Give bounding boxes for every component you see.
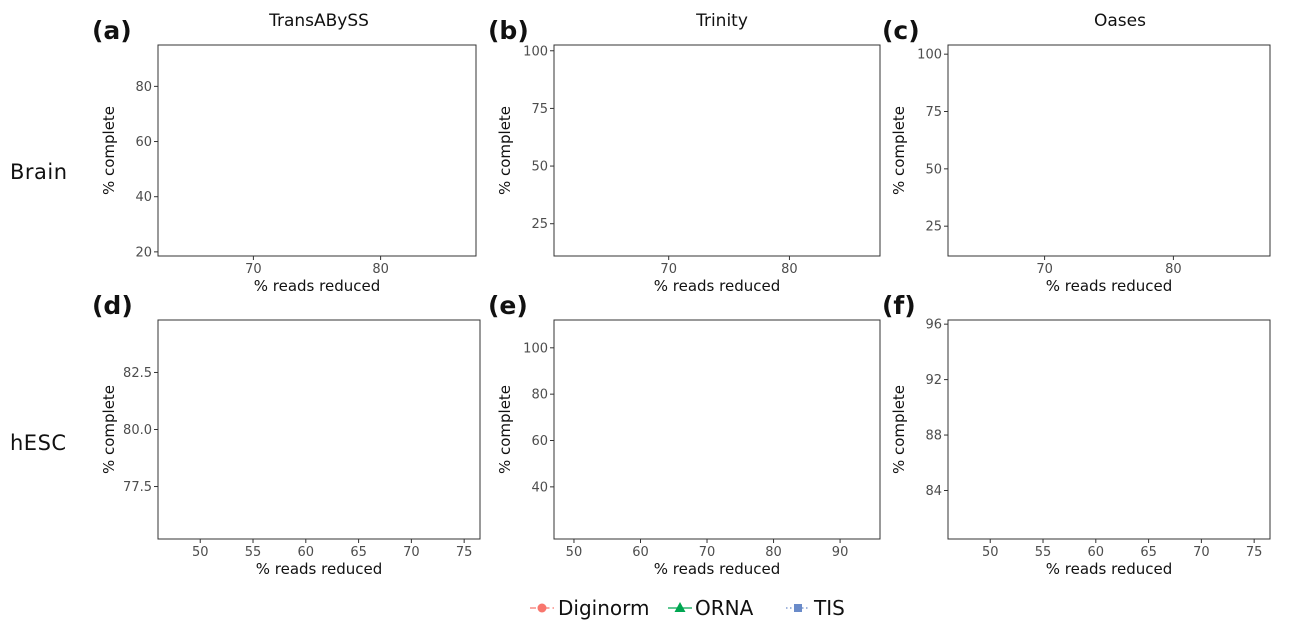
y-axis-title: % complete <box>890 385 908 474</box>
x-tick-label: 65 <box>1140 545 1157 560</box>
plot-frame <box>157 44 477 257</box>
legend-label-orna: ORNA <box>695 596 754 620</box>
y-axis-title: % complete <box>496 385 514 474</box>
x-tick-label: 70 <box>1036 262 1053 277</box>
x-axis-title: % reads reduced <box>654 277 780 295</box>
column-title-oases: Oases <box>1094 11 1146 31</box>
y-tick-label: 60 <box>531 434 548 449</box>
x-tick-label: 60 <box>1088 545 1105 560</box>
panel-tag: (a) <box>92 16 132 45</box>
y-tick-label: 75 <box>925 105 942 120</box>
x-axis-title: % reads reduced <box>654 560 780 578</box>
y-tick-label: 80 <box>531 388 548 403</box>
x-tick-label: 75 <box>1246 545 1263 560</box>
y-tick-label: 60 <box>135 135 152 150</box>
y-tick-label: 100 <box>523 44 548 59</box>
y-tick-label: 40 <box>531 480 548 495</box>
legend-item-orna: ORNA <box>668 596 754 620</box>
y-tick-label: 40 <box>135 190 152 205</box>
y-tick-label: 50 <box>925 162 942 177</box>
y-tick-label: 25 <box>531 217 548 232</box>
y-axis-title: % complete <box>496 106 514 195</box>
panel-e: 50 60 70 80 90 40 60 80 100 % reads reduced % comp… <box>488 291 881 578</box>
x-tick-label: 80 <box>372 262 389 277</box>
x-tick-label: 90 <box>832 545 849 560</box>
panel-b: 70 80 25 50 75 100 % reads reduced % complete (b… <box>488 16 881 295</box>
legend: Diginorm ORNA TIS <box>530 596 845 620</box>
panel-tag: (d) <box>92 291 133 320</box>
panel-c: 70 80 25 50 75 100 % reads reduced % complete (c… <box>882 16 1271 295</box>
y-tick-label: 77.5 <box>123 480 152 495</box>
legend-marker-diginorm <box>537 603 547 613</box>
y-tick-label: 80 <box>135 80 152 95</box>
x-tick-label: 55 <box>245 545 262 560</box>
x-axis-title: % reads reduced <box>1046 277 1172 295</box>
panel-tag: (c) <box>882 16 920 45</box>
y-tick-label: 92 <box>925 373 942 388</box>
x-tick-label: 50 <box>192 545 209 560</box>
x-axis-title: % reads reduced <box>1046 560 1172 578</box>
y-axis-title: % complete <box>100 385 118 474</box>
plot-frame <box>157 319 481 540</box>
plot-frame <box>553 319 881 540</box>
x-tick-label: 50 <box>982 545 999 560</box>
x-axis-title: % reads reduced <box>256 560 382 578</box>
x-tick-label: 70 <box>660 262 677 277</box>
legend-label-diginorm: Diginorm <box>558 596 649 620</box>
y-tick-label: 50 <box>531 160 548 175</box>
row-label-hesc: hESC <box>10 431 67 455</box>
x-tick-label: 80 <box>781 262 798 277</box>
y-tick-label: 75 <box>531 102 548 117</box>
x-tick-label: 80 <box>1165 262 1182 277</box>
x-tick-label: 70 <box>699 545 716 560</box>
plot-frame <box>947 319 1271 540</box>
panel-tag: (f) <box>882 291 916 320</box>
x-tick-label: 70 <box>1193 545 1210 560</box>
row-labels: Brain hESC <box>10 160 68 455</box>
y-tick-label: 80.0 <box>123 423 152 438</box>
panel-tag: (e) <box>488 291 528 320</box>
legend-label-tis: TIS <box>813 596 845 620</box>
y-axis-title: % complete <box>100 106 118 195</box>
x-tick-label: 80 <box>765 545 782 560</box>
legend-item-diginorm: Diginorm <box>530 596 649 620</box>
x-tick-label: 65 <box>350 545 367 560</box>
x-axis-title: % reads reduced <box>254 277 380 295</box>
x-tick-label: 60 <box>298 545 315 560</box>
x-tick-label: 70 <box>403 545 420 560</box>
row-label-brain: Brain <box>10 160 68 184</box>
y-tick-label: 84 <box>925 484 942 499</box>
y-axis-title: % complete <box>890 106 908 195</box>
legend-marker-tis <box>794 604 802 612</box>
y-tick-label: 20 <box>135 245 152 260</box>
column-titles: TransABySS Trinity Oases <box>268 11 1146 31</box>
panel-d: 50 55 60 65 70 75 77.5 80.0 82.5 % reads reduced%… <box>92 291 481 578</box>
panel-f: 50 55 60 65 70 75 84 88 92 96 % reads reduced % com… <box>882 291 1271 578</box>
y-tick-label: 88 <box>925 429 942 444</box>
x-tick-label: 75 <box>456 545 473 560</box>
x-tick-label: 60 <box>632 545 649 560</box>
legend-item-tis: TIS <box>786 596 845 620</box>
x-tick-label: 55 <box>1035 545 1052 560</box>
legend-marker-orna <box>674 602 686 612</box>
x-tick-label: 70 <box>245 262 262 277</box>
y-tick-label: 100 <box>917 48 942 63</box>
x-tick-label: 50 <box>566 545 583 560</box>
y-tick-label: 25 <box>925 220 942 235</box>
y-tick-label: 100 <box>523 341 548 356</box>
plot-frame <box>553 44 881 257</box>
plot-frame <box>947 44 1271 257</box>
y-tick-label: 82.5 <box>123 366 152 381</box>
column-title-transabyss: TransABySS <box>268 11 369 31</box>
column-title-trinity: Trinity <box>695 11 748 31</box>
panel-tag: (b) <box>488 16 529 45</box>
y-tick-label: 96 <box>925 318 942 333</box>
